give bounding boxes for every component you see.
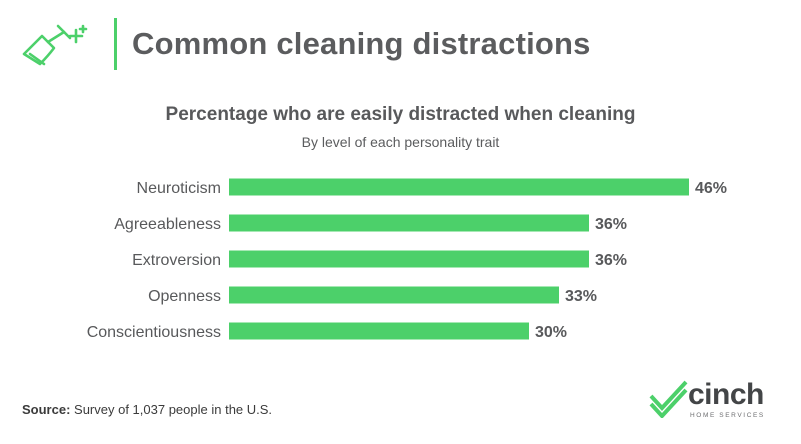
category-label: Agreeableness xyxy=(114,216,221,233)
squeegee-sparkle-icon xyxy=(22,24,88,66)
bar xyxy=(229,250,589,268)
source-note: Source: Survey of 1,037 people in the U.… xyxy=(22,402,272,417)
category-label: Openness xyxy=(148,288,221,305)
value-label: 30% xyxy=(535,324,567,341)
header: Common cleaning distractions xyxy=(20,18,780,72)
checkmark-logo-icon xyxy=(649,380,688,418)
page-title: Common cleaning distractions xyxy=(132,26,591,61)
bar xyxy=(229,214,589,232)
value-label: 33% xyxy=(565,288,597,305)
logo-tagline: HOME SERVICES xyxy=(690,412,765,419)
source-label: Source: xyxy=(22,402,71,417)
source-text: Survey of 1,037 people in the U.S. xyxy=(74,402,273,417)
bar-chart: Neuroticism 46% Agreeableness 36% Extroversi… xyxy=(87,178,727,341)
logo-wordmark: cinch xyxy=(688,378,764,411)
chart-title: Percentage who are easily distracted whe… xyxy=(165,104,636,125)
bar xyxy=(229,322,529,340)
value-label: 36% xyxy=(595,216,627,233)
bar xyxy=(229,178,689,196)
chart-subtitle: By level of each personality trait xyxy=(301,134,500,150)
cinch-logo: cinch HOME SERVICES xyxy=(648,378,778,428)
category-label: Conscientiousness xyxy=(87,324,221,341)
category-label: Neuroticism xyxy=(137,180,221,197)
header-divider xyxy=(114,18,117,70)
bar xyxy=(229,286,559,304)
value-label: 46% xyxy=(695,180,727,197)
value-label: 36% xyxy=(595,252,627,269)
category-label: Extroversion xyxy=(132,252,221,269)
